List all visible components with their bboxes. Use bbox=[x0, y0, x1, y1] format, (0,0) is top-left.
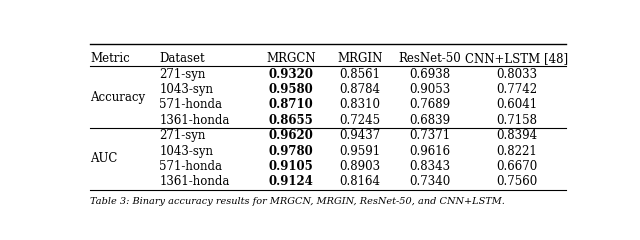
Text: 0.6041: 0.6041 bbox=[496, 98, 537, 111]
Text: 0.9320: 0.9320 bbox=[268, 68, 314, 81]
Text: 0.6839: 0.6839 bbox=[409, 114, 451, 127]
Text: ResNet-50: ResNet-50 bbox=[398, 52, 461, 65]
Text: 0.7742: 0.7742 bbox=[496, 83, 537, 96]
Text: 0.8903: 0.8903 bbox=[340, 160, 381, 173]
Text: 0.7340: 0.7340 bbox=[409, 175, 451, 188]
Text: MRGCN: MRGCN bbox=[266, 52, 316, 65]
Text: 0.9780: 0.9780 bbox=[268, 144, 313, 158]
Text: 0.7560: 0.7560 bbox=[496, 175, 537, 188]
Text: AUC: AUC bbox=[90, 152, 117, 165]
Text: 0.7371: 0.7371 bbox=[409, 129, 451, 142]
Text: 1361-honda: 1361-honda bbox=[159, 175, 230, 188]
Text: 0.9105: 0.9105 bbox=[268, 160, 313, 173]
Text: 0.8033: 0.8033 bbox=[496, 68, 537, 81]
Text: 1043-syn: 1043-syn bbox=[159, 144, 213, 158]
Text: Table 3: Binary accuracy results for MRGCN, MRGIN, ResNet-50, and CNN+LSTM.: Table 3: Binary accuracy results for MRG… bbox=[90, 197, 505, 206]
Text: 271-syn: 271-syn bbox=[159, 129, 205, 142]
Text: 0.6670: 0.6670 bbox=[496, 160, 537, 173]
Text: 0.8221: 0.8221 bbox=[496, 144, 537, 158]
Text: Dataset: Dataset bbox=[159, 52, 205, 65]
Text: 0.9124: 0.9124 bbox=[268, 175, 313, 188]
Text: 0.9580: 0.9580 bbox=[268, 83, 313, 96]
Text: 271-syn: 271-syn bbox=[159, 68, 205, 81]
Text: 0.8343: 0.8343 bbox=[409, 160, 451, 173]
Text: CNN+LSTM [48]: CNN+LSTM [48] bbox=[465, 52, 568, 65]
Text: 571-honda: 571-honda bbox=[159, 98, 222, 111]
Text: 0.7158: 0.7158 bbox=[496, 114, 537, 127]
Text: 0.8710: 0.8710 bbox=[268, 98, 313, 111]
Text: 0.9591: 0.9591 bbox=[340, 144, 381, 158]
Text: 1361-honda: 1361-honda bbox=[159, 114, 230, 127]
Text: 0.9053: 0.9053 bbox=[409, 83, 451, 96]
Text: 0.8164: 0.8164 bbox=[340, 175, 381, 188]
Text: Accuracy: Accuracy bbox=[90, 91, 145, 104]
Text: 0.8561: 0.8561 bbox=[340, 68, 381, 81]
Text: 0.7689: 0.7689 bbox=[409, 98, 451, 111]
Text: 0.9620: 0.9620 bbox=[268, 129, 313, 142]
Text: 0.8310: 0.8310 bbox=[340, 98, 381, 111]
Text: 0.8655: 0.8655 bbox=[268, 114, 313, 127]
Text: 0.8784: 0.8784 bbox=[340, 83, 381, 96]
Text: 571-honda: 571-honda bbox=[159, 160, 222, 173]
Text: 0.6938: 0.6938 bbox=[409, 68, 451, 81]
Text: 0.9616: 0.9616 bbox=[409, 144, 451, 158]
Text: 0.7245: 0.7245 bbox=[340, 114, 381, 127]
Text: MRGIN: MRGIN bbox=[337, 52, 383, 65]
Text: Metric: Metric bbox=[90, 52, 130, 65]
Text: 0.9437: 0.9437 bbox=[340, 129, 381, 142]
Text: 1043-syn: 1043-syn bbox=[159, 83, 213, 96]
Text: 0.8394: 0.8394 bbox=[496, 129, 537, 142]
